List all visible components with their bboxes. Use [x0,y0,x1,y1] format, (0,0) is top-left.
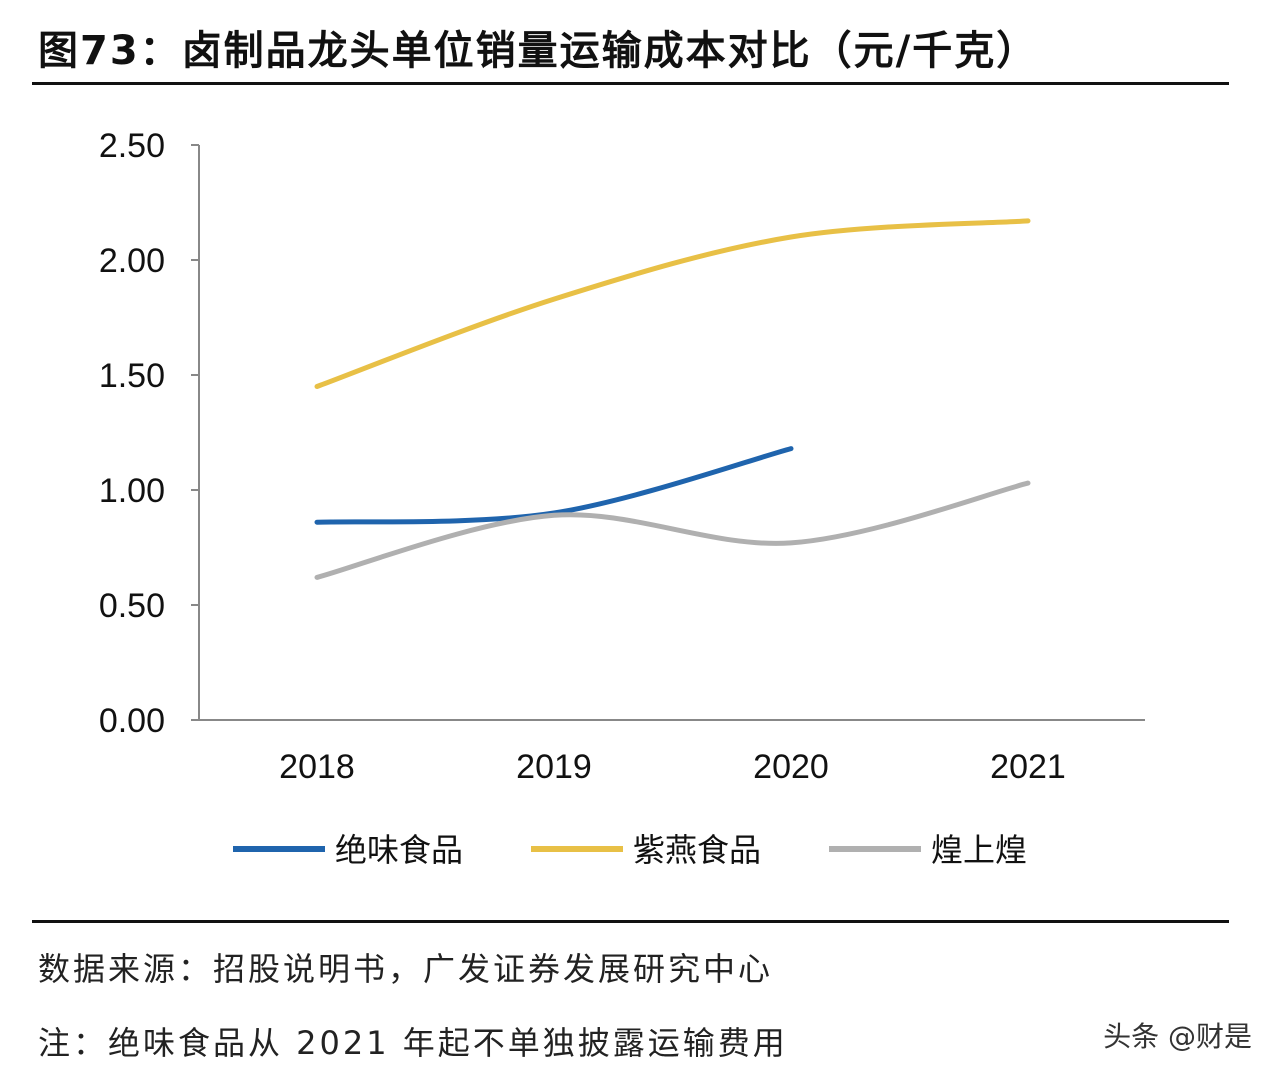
title-rule [32,82,1229,85]
footer-rule [32,920,1229,923]
legend-label-2: 煌上煌 [931,831,1027,869]
chart-title: 图73：卤制品龙头单位销量运输成本对比（元/千克） [38,28,1039,74]
legend-label-1: 紫燕食品 [633,831,761,869]
x-tick-label: 2021 [990,748,1066,786]
line-chart: 0.00 0.50 1.00 1.50 2.00 2.50 2018 2019 2020 2021… [99,127,1145,869]
y-tick-label: 1.00 [99,472,165,510]
x-tick-label: 2018 [279,748,355,786]
legend-label-0: 绝味食品 [335,831,463,869]
y-tick-label: 2.50 [99,127,165,165]
y-tick-label: 0.50 [99,587,165,625]
series-line-1 [314,218,1031,389]
y-tick-label: 2.00 [99,242,165,280]
y-tick-label: 0.00 [99,702,165,740]
x-tick-label: 2019 [516,748,592,786]
note-text: 注：绝味食品从 2021 年起不单独披露运输费用 [38,1024,788,1062]
series-line-0 [314,446,794,525]
y-tick-label: 1.50 [99,357,165,395]
x-tick-label: 2020 [753,748,829,786]
watermark: 头条 @财是 [1103,1020,1252,1053]
series-line-2 [314,480,1031,580]
source-text: 数据来源：招股说明书，广发证券发展研究中心 [38,950,774,988]
